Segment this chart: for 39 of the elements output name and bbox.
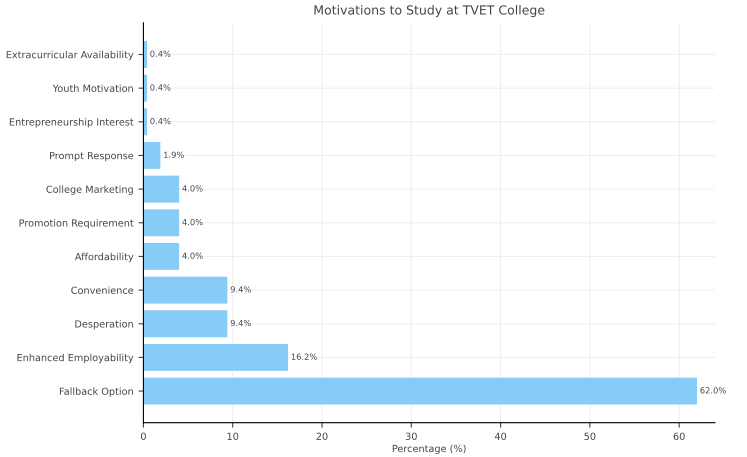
y-tick-label: College Marketing (46, 185, 133, 195)
y-tick-label: Fallback Option (60, 387, 133, 397)
y-tick-label: Prompt Response (50, 152, 134, 162)
bar (143, 142, 160, 169)
data-label: 0.4% (150, 84, 170, 91)
data-label: 16.2% (292, 354, 317, 360)
x-tick-label: 0 (140, 432, 146, 440)
x-tick-label: 60 (674, 432, 685, 440)
x-tick-label: 10 (228, 432, 238, 440)
data-label: 4.0% (182, 185, 203, 192)
x-axis-title: Percentage (%) (392, 444, 466, 454)
y-tick-label: Youth Motivation (52, 84, 133, 92)
data-label: 9.4% (230, 320, 251, 326)
y-tick-label: Promotion Requirement (20, 219, 134, 229)
data-label: 0.4% (150, 118, 170, 124)
bar (143, 378, 698, 405)
y-tick-label: Entrepreneurship Interest (10, 118, 134, 128)
data-label: 1.9% (164, 152, 184, 158)
bar (143, 176, 180, 203)
x-tick-label: 30 (406, 432, 417, 440)
y-tick-label: Desperation (75, 320, 133, 330)
data-label: 9.4% (230, 286, 251, 293)
y-tick-label: Enhanced Employability (17, 354, 134, 364)
data-label: 62.0% (700, 387, 726, 394)
data-label: 4.0% (182, 218, 203, 226)
chart-title: Motivations to Study at TVET College (314, 5, 544, 18)
x-tick-label: 50 (584, 432, 596, 440)
data-label: 4.0% (182, 252, 203, 259)
x-tick-label: 20 (316, 432, 328, 440)
y-tick-label: Extracurricular Availability (6, 50, 134, 60)
x-tick-label: 40 (494, 432, 506, 440)
data-label: 0.4% (150, 50, 170, 57)
bar (143, 209, 180, 236)
bar (143, 242, 180, 270)
bar (143, 276, 228, 304)
y-tick-label: Convenience (71, 286, 134, 294)
bar (143, 310, 228, 338)
y-tick-label: Affordability (74, 252, 134, 262)
bar (143, 344, 288, 371)
